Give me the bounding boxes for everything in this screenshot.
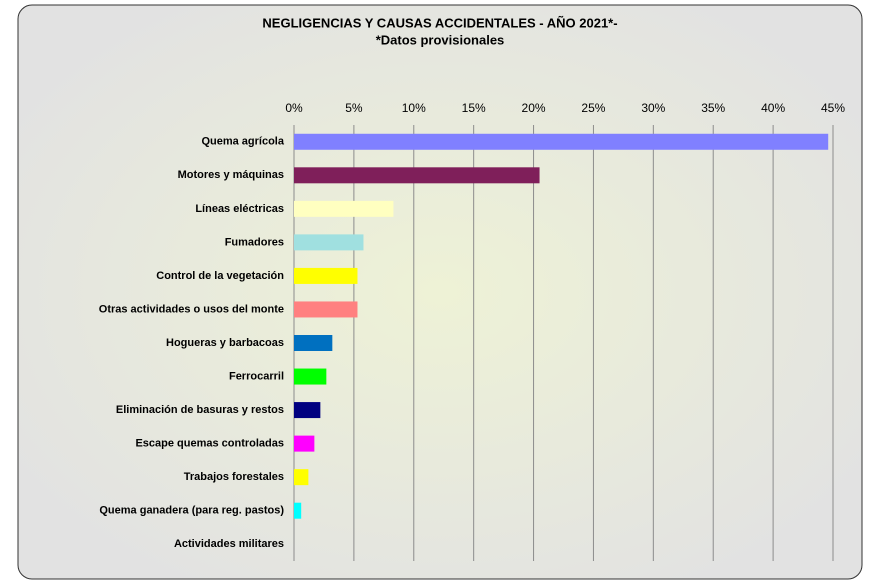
y-tick-label: Fumadores bbox=[225, 236, 284, 248]
x-tick-label: 0% bbox=[285, 101, 303, 115]
x-tick-label: 20% bbox=[522, 101, 546, 115]
bar bbox=[294, 435, 315, 452]
x-tick-label: 15% bbox=[462, 101, 486, 115]
x-tick-label: 10% bbox=[402, 101, 426, 115]
y-tick-label: Motores y máquinas bbox=[178, 169, 284, 181]
x-tick-label: 5% bbox=[345, 101, 363, 115]
bar bbox=[294, 469, 309, 486]
y-tick-label: Otras actividades o usos del monte bbox=[99, 303, 284, 315]
bar bbox=[294, 335, 333, 351]
y-tick-label: Actividades militares bbox=[174, 538, 284, 550]
bar bbox=[294, 133, 829, 150]
bar bbox=[294, 502, 302, 519]
bar bbox=[294, 402, 321, 419]
y-tick-label: Líneas eléctricas bbox=[195, 203, 284, 215]
y-tick-label: Hogueras y barbacoas bbox=[166, 337, 284, 349]
chart-frame bbox=[17, 4, 863, 580]
bar bbox=[294, 167, 540, 184]
x-tick-label: 45% bbox=[821, 101, 845, 115]
chart-title: NEGLIGENCIAS Y CAUSAS ACCIDENTALES - AÑO… bbox=[262, 15, 617, 30]
y-tick-label: Quema agrícola bbox=[201, 136, 284, 148]
bar bbox=[294, 234, 364, 251]
x-tick-label: 35% bbox=[701, 101, 725, 115]
bar bbox=[294, 267, 358, 284]
x-tick-label: 40% bbox=[761, 101, 785, 115]
bar bbox=[294, 301, 358, 318]
y-tick-label: Quema ganadera (para reg. pastos) bbox=[99, 505, 284, 517]
bar bbox=[294, 200, 394, 217]
bar bbox=[294, 368, 327, 385]
y-tick-label: Eliminación de basuras y restos bbox=[116, 404, 284, 416]
y-tick-label: Escape quemas controladas bbox=[135, 438, 284, 450]
x-tick-label: 25% bbox=[581, 101, 605, 115]
chart-subtitle: *Datos provisionales bbox=[376, 32, 505, 47]
y-tick-label: Trabajos forestales bbox=[184, 471, 284, 483]
x-tick-label: 30% bbox=[641, 101, 665, 115]
y-tick-label: Control de la vegetación bbox=[156, 270, 284, 282]
y-tick-label: Ferrocarril bbox=[229, 370, 284, 382]
